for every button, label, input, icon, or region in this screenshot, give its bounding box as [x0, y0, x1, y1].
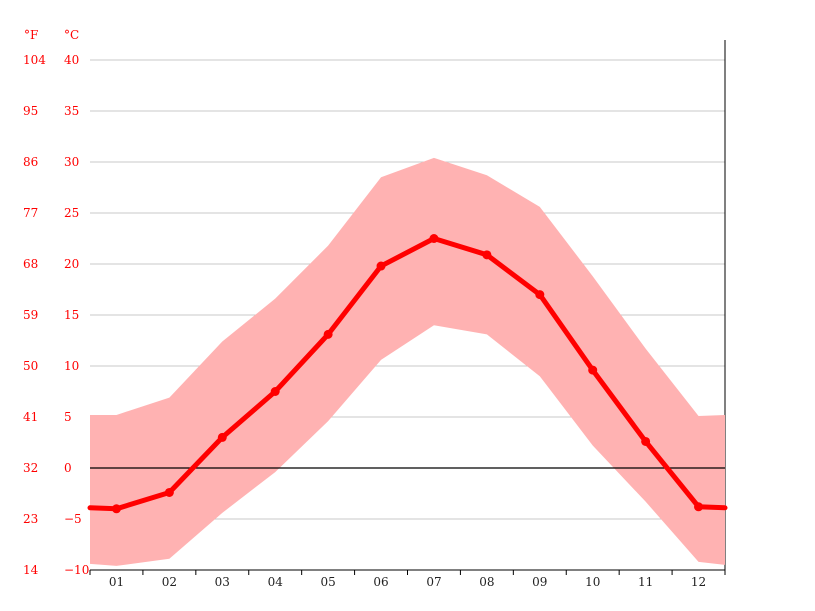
x-tick-label: 12 [691, 575, 706, 589]
y-tick-label-c: 35 [64, 104, 79, 118]
x-tick-label: 10 [585, 575, 600, 589]
x-tick-label: 07 [426, 575, 441, 589]
mean-temperature-point [482, 250, 492, 260]
x-tick-label: 01 [109, 575, 124, 589]
y-tick-label-f: 32 [23, 461, 38, 475]
y-tick-label-f: 104 [23, 53, 46, 67]
y-tick-label-c: −10 [64, 563, 89, 577]
y-axis-ticks: 104 40 95 35 86 30 77 25 68 20 59 15 50 10 41 5 32 0 23 −5 1… [23, 53, 89, 577]
y-tick-label-c: 40 [64, 53, 79, 67]
x-tick-label: 04 [268, 575, 284, 589]
y-tick-label-c: 0 [64, 461, 72, 475]
x-axis-ticks: 01 02 03 04 05 06 07 08 09 10 11 12 [89, 569, 726, 589]
mean-temperature-point [694, 502, 704, 512]
y-tick-label-f: 41 [23, 410, 38, 424]
y-tick-label-f: 95 [23, 104, 38, 118]
mean-temperature-point [217, 432, 227, 442]
mean-temperature-line [87, 236, 728, 512]
x-tick-label: 06 [373, 575, 388, 589]
celsius-unit-label: °C [64, 28, 79, 42]
x-tick-label: 11 [638, 575, 653, 589]
x-tick-label: 05 [320, 575, 335, 589]
y-tick-label-c: 15 [64, 308, 79, 322]
y-tick-label-c: −5 [64, 512, 82, 526]
x-tick-label: 03 [215, 575, 230, 589]
temperature-range-band [90, 157, 725, 566]
mean-temperature-point [323, 329, 333, 339]
mean-temperature-point [376, 261, 386, 271]
y-tick-label-c: 5 [64, 410, 72, 424]
mean-temperature-point [164, 487, 174, 497]
x-tick-label: 09 [532, 575, 547, 589]
mean-temperature-series [87, 234, 728, 514]
mean-temperature-point [111, 504, 121, 514]
x-tick-label: 02 [162, 575, 177, 589]
mean-temperature-point [588, 365, 598, 375]
y-tick-label-f: 23 [23, 512, 38, 526]
y-tick-label-f: 59 [23, 308, 38, 322]
mean-temperature-point [535, 290, 545, 300]
mean-temperature-point [641, 436, 651, 446]
y-tick-label-f: 50 [23, 359, 38, 373]
y-tick-label-c: 10 [64, 359, 79, 373]
y-tick-label-f: 68 [23, 257, 38, 271]
y-tick-label-f: 14 [23, 563, 39, 577]
y-tick-label-c: 25 [64, 206, 79, 220]
fahrenheit-unit-label: °F [24, 28, 38, 42]
range-band-area [90, 157, 725, 566]
x-tick-label: 08 [479, 575, 494, 589]
y-tick-label-f: 86 [23, 155, 38, 169]
y-tick-label-c: 20 [64, 257, 79, 271]
y-tick-label-c: 30 [64, 155, 79, 169]
y-tick-label-f: 77 [23, 206, 38, 220]
mean-temperature-point [270, 387, 280, 396]
mean-temperature-point [429, 234, 439, 243]
